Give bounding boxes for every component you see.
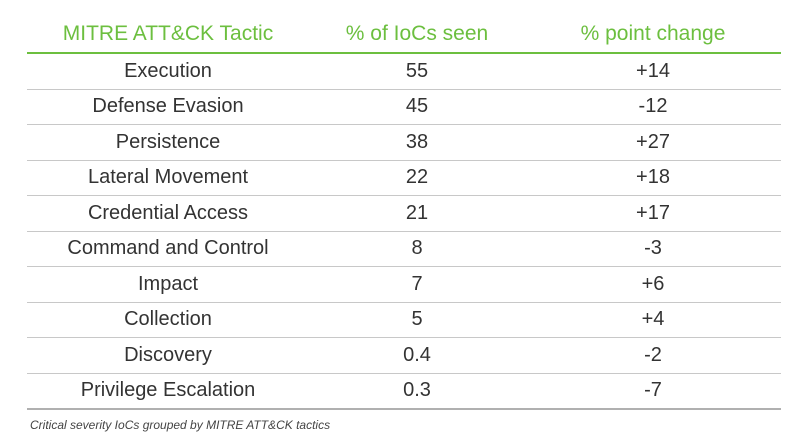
tactics-table: MITRE ATT&CK Tactic % of IoCs seen % poi… xyxy=(27,16,781,410)
cell-iocs-seen: 22 xyxy=(309,160,525,196)
cell-point-change: +6 xyxy=(525,266,781,303)
cell-point-change: +4 xyxy=(525,302,781,338)
cell-tactic: Persistence xyxy=(27,124,309,161)
table-row: Discovery 0.4 -2 xyxy=(27,337,781,374)
table-caption: Critical severity IoCs grouped by MITRE … xyxy=(30,418,331,432)
cell-tactic: Impact xyxy=(27,266,309,303)
tactics-table-container: MITRE ATT&CK Tactic % of IoCs seen % poi… xyxy=(27,16,781,410)
cell-tactic: Discovery xyxy=(27,337,309,374)
cell-tactic: Execution xyxy=(27,53,309,90)
cell-iocs-seen: 5 xyxy=(309,302,525,338)
cell-tactic: Lateral Movement xyxy=(27,160,309,196)
cell-tactic: Defense Evasion xyxy=(27,89,309,125)
cell-iocs-seen: 38 xyxy=(309,124,525,161)
cell-iocs-seen: 0.3 xyxy=(309,373,525,410)
header-tactic: MITRE ATT&CK Tactic xyxy=(27,16,309,54)
table-row: Execution 55 +14 xyxy=(27,53,781,90)
header-row: MITRE ATT&CK Tactic % of IoCs seen % poi… xyxy=(27,16,781,54)
cell-point-change: +27 xyxy=(525,124,781,161)
cell-point-change: -3 xyxy=(525,231,781,267)
table-row: Defense Evasion 45 -12 xyxy=(27,89,781,125)
table-row: Credential Access 21 +17 xyxy=(27,195,781,232)
cell-point-change: +14 xyxy=(525,53,781,90)
cell-iocs-seen: 45 xyxy=(309,89,525,125)
table-row: Command and Control 8 -3 xyxy=(27,231,781,267)
cell-iocs-seen: 7 xyxy=(309,266,525,303)
header-point-change: % point change xyxy=(525,16,781,54)
cell-point-change: -2 xyxy=(525,337,781,374)
cell-tactic: Collection xyxy=(27,302,309,338)
cell-iocs-seen: 21 xyxy=(309,195,525,232)
cell-point-change: -7 xyxy=(525,373,781,410)
cell-iocs-seen: 55 xyxy=(309,53,525,90)
cell-point-change: -12 xyxy=(525,89,781,125)
cell-iocs-seen: 8 xyxy=(309,231,525,267)
table-row: Lateral Movement 22 +18 xyxy=(27,160,781,196)
cell-tactic: Command and Control xyxy=(27,231,309,267)
table-row: Persistence 38 +27 xyxy=(27,124,781,161)
table-body: Execution 55 +14 Defense Evasion 45 -12 Persis… xyxy=(27,53,781,410)
cell-tactic: Credential Access xyxy=(27,195,309,232)
table-row: Privilege Escalation 0.3 -7 xyxy=(27,373,781,410)
cell-point-change: +17 xyxy=(525,195,781,232)
cell-tactic: Privilege Escalation xyxy=(27,373,309,410)
header-iocs-seen: % of IoCs seen xyxy=(309,16,525,54)
cell-iocs-seen: 0.4 xyxy=(309,337,525,374)
cell-point-change: +18 xyxy=(525,160,781,196)
table-row: Impact 7 +6 xyxy=(27,266,781,303)
table-row: Collection 5 +4 xyxy=(27,302,781,338)
